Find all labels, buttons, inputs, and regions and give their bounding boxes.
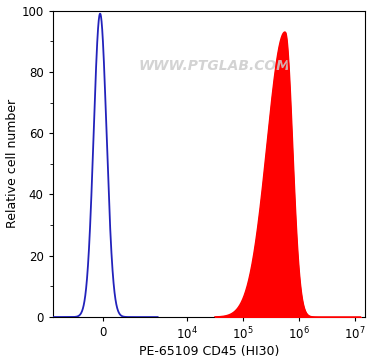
X-axis label: PE-65109 CD45 (HI30): PE-65109 CD45 (HI30) (138, 345, 279, 359)
Text: WWW.PTGLAB.COM: WWW.PTGLAB.COM (139, 59, 291, 73)
Y-axis label: Relative cell number: Relative cell number (6, 99, 19, 228)
